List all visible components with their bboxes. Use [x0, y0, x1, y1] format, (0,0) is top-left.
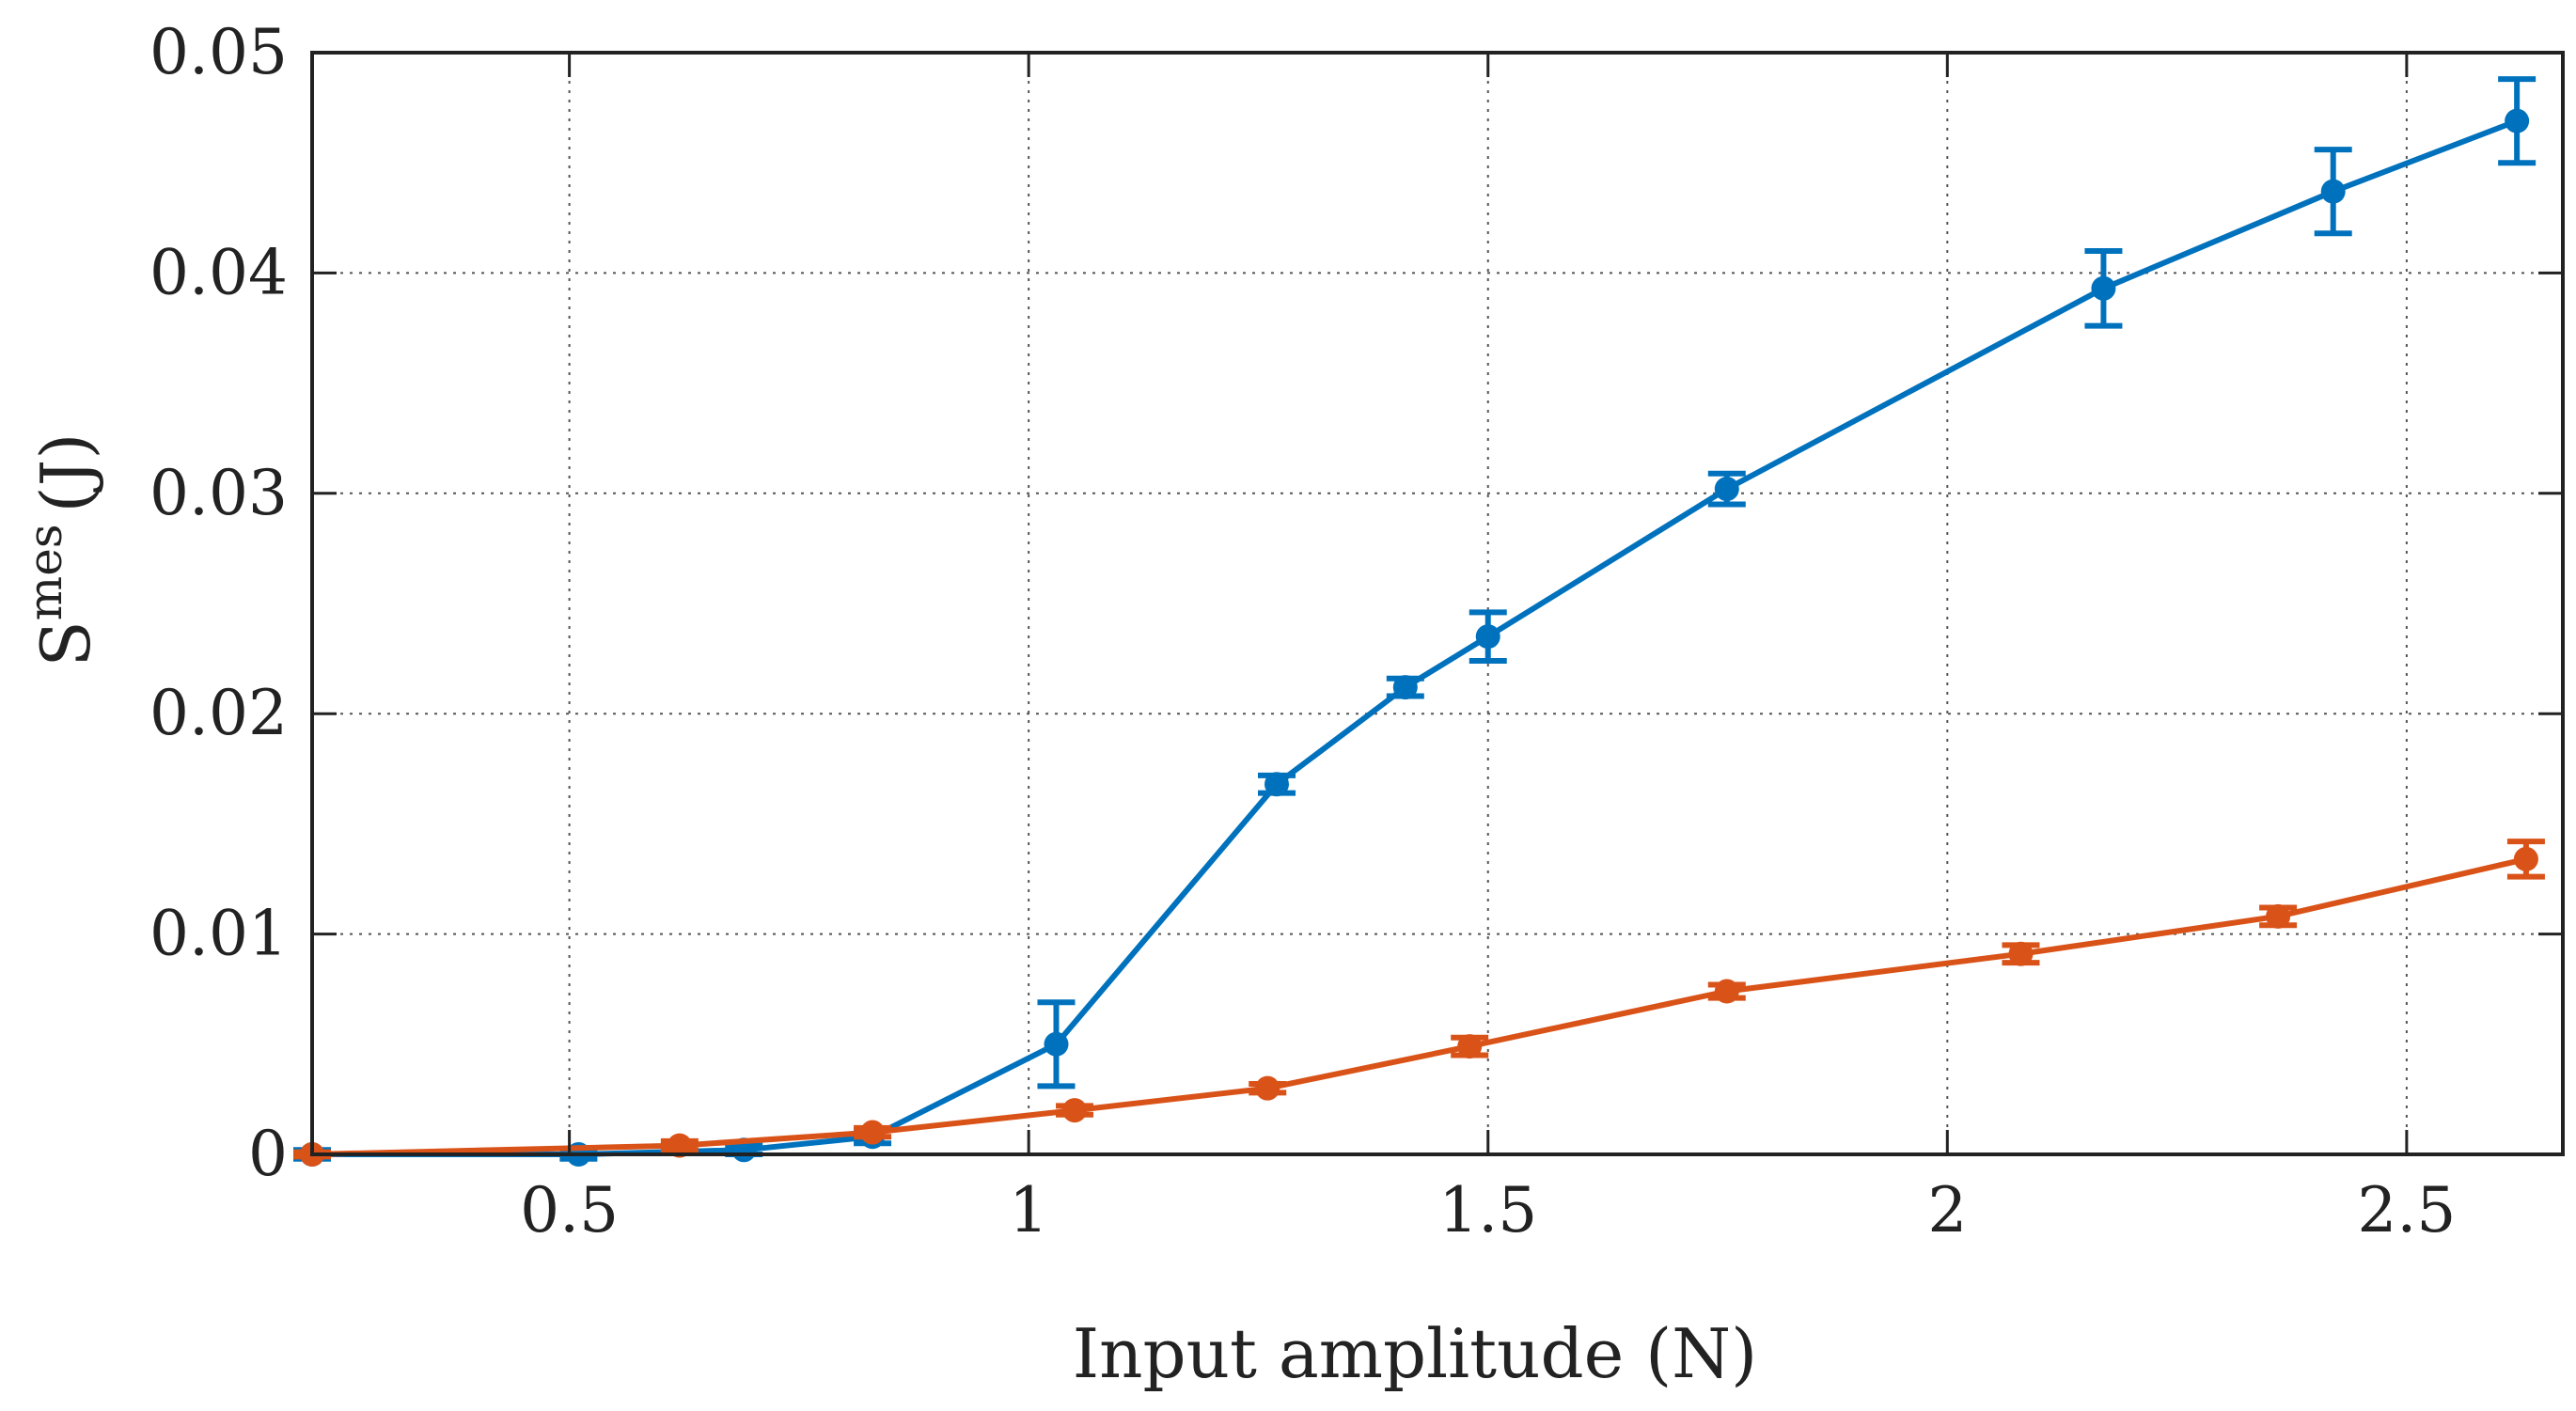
data-point: [860, 1120, 886, 1145]
y-tick-label: 0.03: [149, 457, 288, 529]
x-tick-label: 0.5: [520, 1174, 619, 1246]
y-tick-label: 0.01: [149, 898, 288, 970]
data-point: [1392, 675, 1418, 700]
grid-lines: [312, 53, 2563, 1154]
tick-marks: [312, 51, 2563, 1156]
y-tick-label: 0.02: [149, 677, 288, 749]
data-point: [2505, 108, 2530, 133]
plot-frame: [310, 51, 2565, 1156]
data-point: [667, 1133, 692, 1158]
data-point: [1714, 477, 1739, 502]
data-point: [2008, 941, 2034, 966]
y-tick-label: 0.04: [149, 236, 288, 308]
series-orange: [293, 839, 2545, 1167]
x-tick-label: 1.5: [1438, 1174, 1537, 1246]
x-axis-label: Input amplitude (N): [1073, 1314, 1758, 1393]
svg-text:Smes(J): Smes (J): [18, 432, 105, 666]
x-tick-label: 1: [1009, 1174, 1048, 1246]
series-line: [311, 855, 2527, 1157]
series-layer: [293, 76, 2545, 1167]
data-point: [1044, 1031, 1069, 1057]
y-tick-label: 0: [248, 1118, 288, 1190]
y-axis-label-base: S: [26, 620, 105, 666]
data-point: [2513, 846, 2538, 871]
y-axis-label-group: Smes (J): [18, 432, 105, 666]
data-point: [2091, 275, 2116, 301]
series-blue: [293, 76, 2537, 1167]
data-point: [1062, 1098, 1088, 1123]
y-axis-label-unit: (J): [26, 432, 105, 512]
data-point: [1255, 1075, 1280, 1101]
series-line: [312, 118, 2519, 1157]
y-axis-label-superscript: mes: [18, 525, 72, 621]
x-tick-label: 2: [1927, 1174, 1967, 1246]
data-point: [2320, 179, 2346, 204]
data-point: [1457, 1034, 1483, 1059]
data-point: [1714, 979, 1739, 1004]
y-tick-label: 0.05: [149, 16, 288, 88]
data-point: [2266, 903, 2291, 929]
data-point: [1475, 624, 1500, 650]
x-tick-label: 2.5: [2357, 1174, 2456, 1246]
tick-labels: 0.5 1 1.5 2 2.5 0 0.01 0.02 0.03 0.04 0.05: [149, 16, 2456, 1246]
data-point: [1264, 772, 1289, 797]
